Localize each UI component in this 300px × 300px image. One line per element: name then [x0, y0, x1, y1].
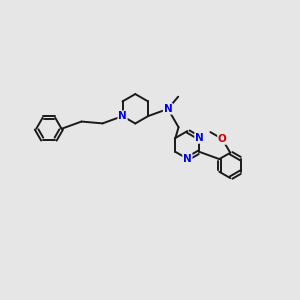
Text: N: N	[118, 111, 127, 121]
Text: N: N	[195, 133, 204, 143]
Text: O: O	[218, 134, 227, 144]
Text: N: N	[183, 154, 192, 164]
Text: N: N	[164, 104, 172, 114]
